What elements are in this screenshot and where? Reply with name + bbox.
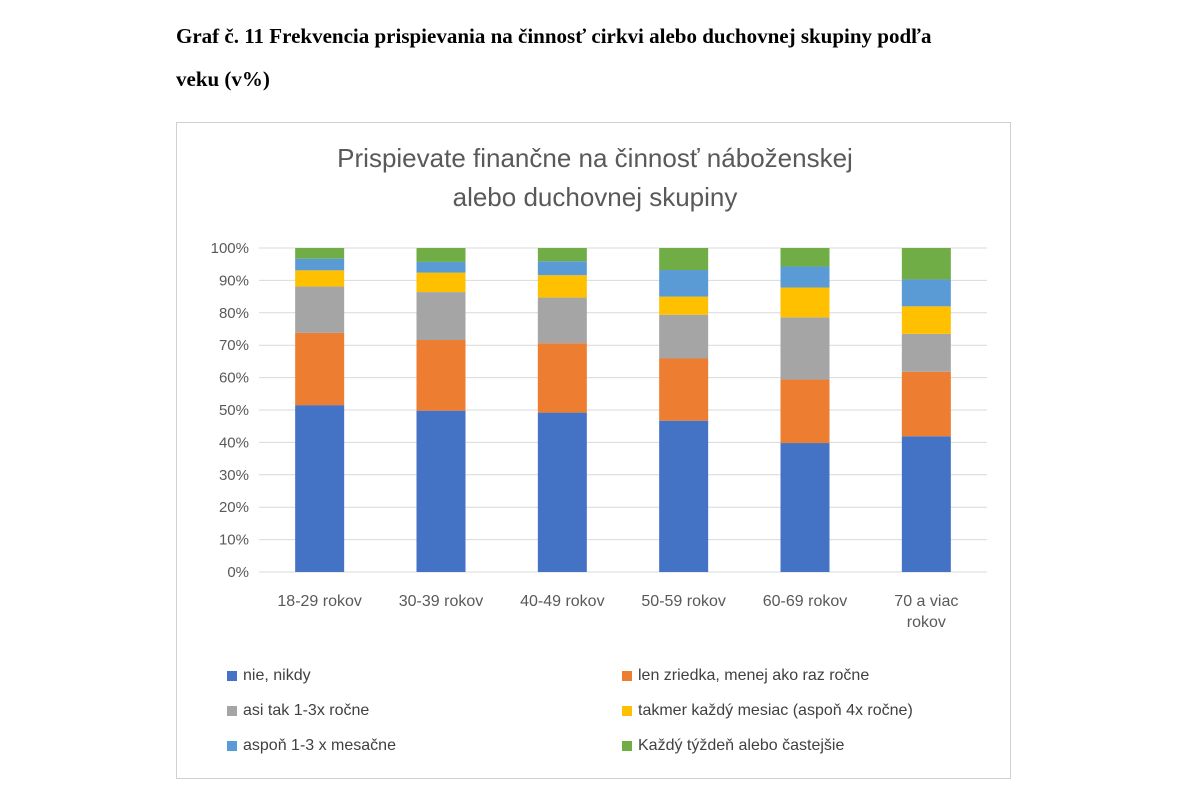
bar-segment bbox=[659, 314, 709, 359]
y-tick-label: 70% bbox=[219, 337, 249, 354]
x-tick-label: 18-29 rokov bbox=[277, 593, 362, 610]
stacked-bar-chart: Prispievate finančne na činnosť nábožens… bbox=[211, 143, 987, 631]
x-tick-label: 70 a viac bbox=[894, 593, 958, 610]
legend-swatch bbox=[227, 741, 237, 751]
legend-label: takmer každý mesiac (aspoň 4x ročne) bbox=[638, 702, 913, 719]
legend-label: asi tak 1-3x ročne bbox=[243, 702, 370, 719]
bar-segment bbox=[659, 420, 709, 572]
bar-segment bbox=[780, 266, 830, 288]
legend-label: len zriedka, menej ako raz ročne bbox=[638, 667, 870, 684]
bar-segment bbox=[537, 261, 587, 276]
bar-segment bbox=[416, 410, 466, 572]
y-tick-label: 20% bbox=[219, 499, 249, 516]
bar-segment bbox=[901, 306, 951, 334]
figure-caption-line-1: Graf č. 11 Frekvencia prispievania na či… bbox=[176, 24, 932, 48]
bar-segment bbox=[295, 248, 345, 259]
legend-label: nie, nikdy bbox=[243, 667, 311, 684]
y-tick-label: 30% bbox=[219, 467, 249, 484]
y-tick-label: 10% bbox=[219, 532, 249, 549]
legend-item: aspoň 1-3 x mesačne bbox=[227, 737, 396, 755]
bar-segment bbox=[537, 343, 587, 413]
figure-caption-line-2: veku (v%) bbox=[176, 67, 270, 91]
legend-swatch bbox=[622, 741, 632, 751]
legend-item: len zriedka, menej ako raz ročne bbox=[622, 667, 869, 685]
bar-segment bbox=[537, 248, 587, 262]
y-tick-label: 100% bbox=[211, 240, 249, 257]
bar-segment bbox=[901, 333, 951, 372]
bar-segment bbox=[780, 443, 830, 572]
bar-segment bbox=[901, 279, 951, 307]
bar-segment bbox=[295, 270, 345, 287]
bar-segment bbox=[780, 248, 830, 267]
bar-segment bbox=[659, 248, 709, 271]
legend-swatch bbox=[227, 671, 237, 681]
y-tick-label: 50% bbox=[219, 402, 249, 419]
bar-segment bbox=[780, 287, 830, 318]
bar-segment bbox=[416, 340, 466, 411]
bar-segment bbox=[901, 436, 951, 572]
legend-label: Každý týždeň alebo častejšie bbox=[638, 737, 845, 754]
bar-segment bbox=[416, 248, 466, 262]
bar-segment bbox=[416, 261, 466, 273]
x-tick-label: 40-49 rokov bbox=[520, 593, 605, 610]
chart-title-line-1: Prispievate finančne na činnosť nábožens… bbox=[337, 143, 853, 173]
bar-segment bbox=[295, 258, 345, 271]
y-tick-label: 60% bbox=[219, 370, 249, 387]
bar-segment bbox=[659, 296, 709, 315]
chart-frame: Prispievate finančne na činnosť nábožens… bbox=[176, 122, 1011, 779]
bar-segment bbox=[416, 292, 466, 341]
bar-segment bbox=[780, 379, 830, 444]
legend-swatch bbox=[227, 706, 237, 716]
bar-segment bbox=[780, 317, 830, 380]
chart-title-line-2: alebo duchovnej skupiny bbox=[453, 182, 738, 212]
legend-item: Každý týždeň alebo častejšie bbox=[622, 737, 844, 755]
y-tick-label: 40% bbox=[219, 434, 249, 451]
legend-item: asi tak 1-3x ročne bbox=[227, 702, 369, 720]
bar-segment bbox=[901, 248, 951, 280]
legend-item: takmer každý mesiac (aspoň 4x ročne) bbox=[622, 702, 913, 720]
legend-swatch bbox=[622, 706, 632, 716]
y-tick-label: 90% bbox=[219, 272, 249, 289]
y-tick-label: 0% bbox=[227, 564, 249, 581]
bar-segment bbox=[659, 270, 709, 297]
x-tick-label: 60-69 rokov bbox=[763, 593, 848, 610]
bar-segment bbox=[537, 275, 587, 298]
legend-swatch bbox=[622, 671, 632, 681]
bar-segment bbox=[295, 405, 345, 572]
bar-segment bbox=[295, 332, 345, 406]
y-tick-label: 80% bbox=[219, 305, 249, 322]
bar-segment bbox=[537, 412, 587, 572]
bar-segment bbox=[901, 371, 951, 437]
x-tick-label: rokov bbox=[907, 614, 946, 631]
legend-item: nie, nikdy bbox=[227, 667, 311, 685]
bar-segment bbox=[295, 286, 345, 333]
x-tick-label: 50-59 rokov bbox=[641, 593, 726, 610]
bar-segment bbox=[537, 297, 587, 344]
bar-segment bbox=[416, 272, 466, 293]
legend-label: aspoň 1-3 x mesačne bbox=[243, 737, 396, 754]
x-tick-label: 30-39 rokov bbox=[399, 593, 484, 610]
bar-segment bbox=[659, 358, 709, 421]
